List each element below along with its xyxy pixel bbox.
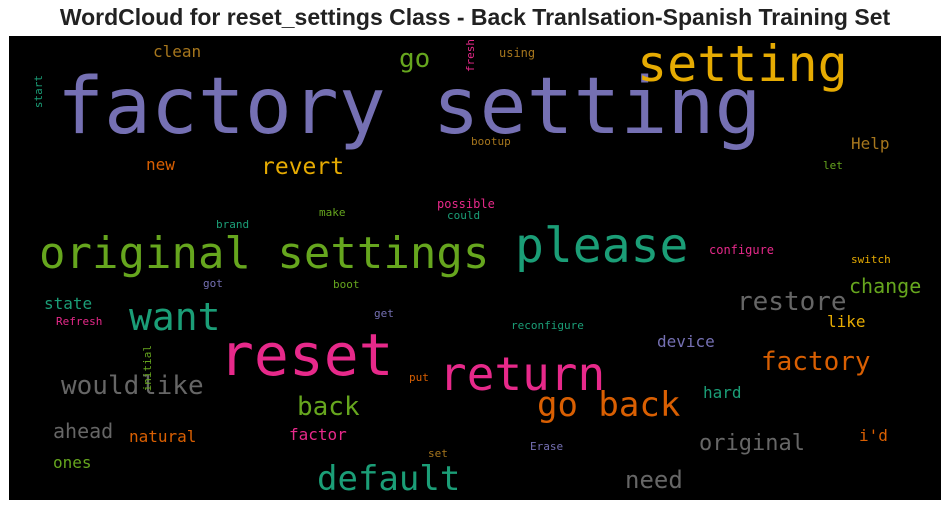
- word-original: original: [699, 431, 805, 456]
- wordcloud-canvas: factory setting setting original settings p…: [9, 36, 941, 500]
- word-brand: brand: [216, 218, 250, 231]
- word-reset: reset: [219, 321, 394, 389]
- word-original-settings: original settings: [39, 228, 490, 279]
- word-back: back: [297, 392, 360, 422]
- word-clean: clean: [153, 42, 202, 61]
- word-erase: Erase: [530, 440, 564, 453]
- word-natural: natural: [129, 427, 197, 446]
- word-bootup: bootup: [471, 135, 511, 148]
- word-using: using: [499, 46, 536, 60]
- word-go: go: [399, 44, 431, 74]
- word-new: new: [146, 155, 175, 174]
- word-return: return: [439, 347, 606, 401]
- word-fresh: fresh: [464, 39, 477, 73]
- word-want: want: [129, 295, 221, 339]
- word-default: default: [317, 459, 461, 499]
- chart-title: WordCloud for reset_settings Class - Bac…: [59, 4, 891, 30]
- word-ahead: ahead: [53, 419, 114, 443]
- word-got: got: [203, 277, 223, 290]
- word-configure: configure: [709, 243, 775, 257]
- word-possible: possible: [437, 197, 495, 211]
- word-make: make: [319, 206, 346, 219]
- word-go-back: go back: [537, 385, 681, 425]
- word-setting: setting: [637, 36, 848, 93]
- word-boot: boot: [333, 278, 360, 291]
- word-initial: initial: [141, 345, 154, 392]
- word-device: device: [657, 332, 715, 351]
- word-like: like: [141, 371, 204, 401]
- word-ones: ones: [53, 453, 92, 472]
- word-start: start: [32, 75, 45, 109]
- word-factory-setting: factory setting: [57, 62, 762, 152]
- word-would: would: [61, 371, 140, 401]
- word-please: please: [515, 218, 689, 274]
- word-i-d: i'd: [859, 426, 888, 445]
- word-hard: hard: [703, 383, 742, 402]
- word-set: set: [428, 447, 448, 460]
- word-restore: restore: [737, 287, 847, 317]
- word-switch: switch: [851, 253, 891, 266]
- word-help: Help: [851, 134, 890, 153]
- word-let: let: [823, 159, 843, 172]
- word-factor: factor: [289, 425, 347, 444]
- word-need: need: [625, 466, 683, 494]
- word-could: could: [447, 209, 481, 222]
- word-refresh: Refresh: [56, 315, 103, 328]
- word-revert: revert: [261, 154, 345, 180]
- word-state: state: [44, 294, 93, 313]
- word-factory: factory: [761, 347, 871, 377]
- word-like: like: [827, 312, 866, 331]
- word-get: get: [374, 307, 394, 320]
- word-change: change: [849, 274, 922, 298]
- word-reconfigure: reconfigure: [511, 319, 584, 332]
- word-put: put: [409, 371, 429, 384]
